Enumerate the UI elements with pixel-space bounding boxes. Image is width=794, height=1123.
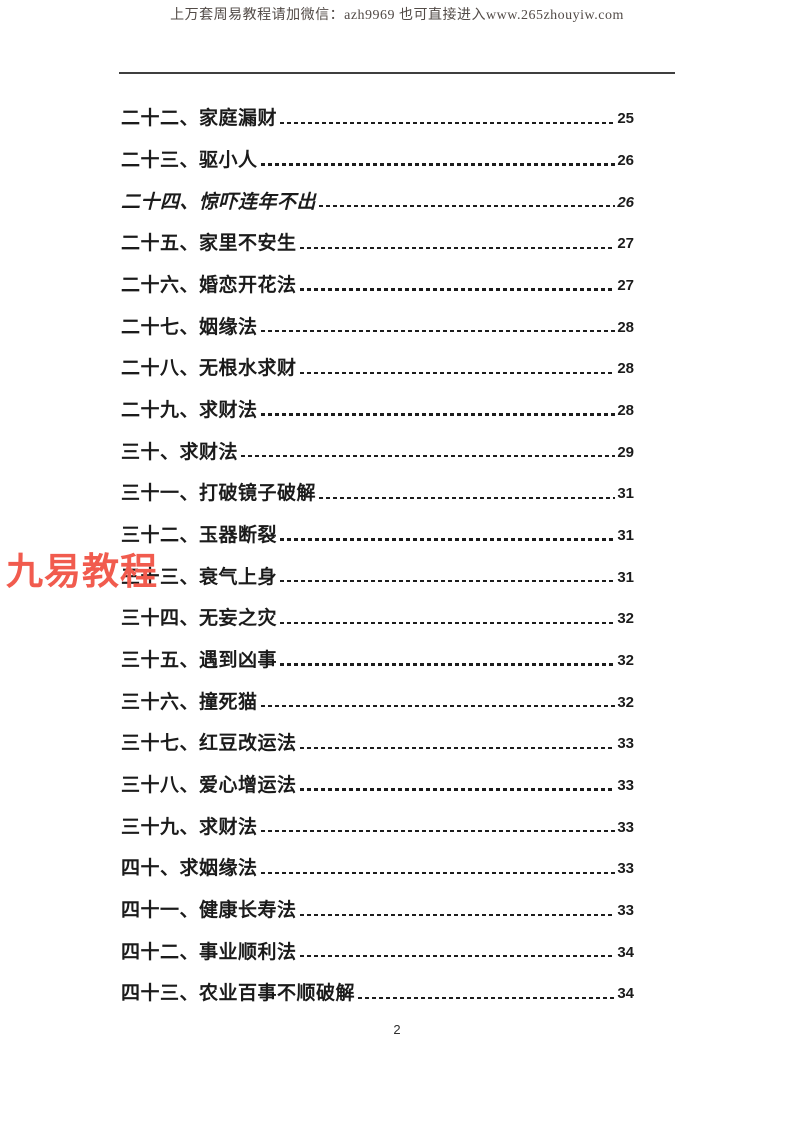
toc-entry-title[interactable]: 二十四、惊吓连年不出 (121, 191, 317, 213)
toc-dash-leader (260, 705, 616, 708)
header-divider-line (119, 72, 675, 74)
toc-entry-page-number[interactable]: 32 (617, 693, 634, 711)
toc-entry-page-number[interactable]: 34 (617, 943, 634, 961)
toc-entry: 二十二、家庭漏财 25 (121, 96, 634, 138)
toc-dash-leader (299, 246, 616, 249)
toc-entry: 四十二、事业顺利法 34 (121, 929, 634, 971)
toc-entry: 三十四、无妄之灾 32 (121, 596, 634, 638)
toc-entry: 二十七、姻缘法 28 (121, 304, 634, 346)
toc-entry-title[interactable]: 三十八、爱心增运法 (121, 775, 297, 797)
toc-entry-title[interactable]: 二十九、求财法 (121, 400, 258, 422)
toc-entry: 二十四、惊吓连年不出 26 (121, 179, 634, 221)
toc-dash-leader (260, 830, 616, 833)
toc-dash-leader (319, 205, 616, 208)
toc-entry-title[interactable]: 二十六、婚恋开花法 (121, 275, 297, 297)
toc-entry: 三十九、求财法 33 (121, 804, 634, 846)
toc-dash-leader (299, 288, 616, 291)
toc-entry-title[interactable]: 四十一、健康长寿法 (121, 900, 297, 922)
toc-entry: 三十一、打破镜子破解 31 (121, 471, 634, 513)
toc-entry-title[interactable]: 三十七、红豆改运法 (121, 733, 297, 755)
toc-entry-page-number[interactable]: 33 (617, 860, 634, 878)
toc-entry-page-number[interactable]: 27 (617, 277, 634, 295)
toc-dash-leader (260, 871, 616, 875)
toc-entry-title[interactable]: 二十二、家庭漏财 (121, 108, 278, 130)
toc-dash-leader (280, 621, 616, 624)
toc-dash-leader (299, 913, 616, 916)
toc-entry: 二十六、婚恋开花法 27 (121, 263, 634, 305)
toc-dash-leader (260, 413, 616, 416)
toc-entry-page-number[interactable]: 31 (617, 485, 634, 503)
toc-dash-leader (260, 330, 616, 333)
toc-entry-title[interactable]: 三十三、衰气上身 (121, 566, 278, 588)
toc-dash-leader (299, 955, 616, 958)
watermark-logo-text: 九易教程 (6, 551, 158, 592)
toc-entry-page-number[interactable]: 28 (617, 402, 634, 420)
table-of-contents: 二十二、家庭漏财 25 二十三、驱小人 26 二十四、惊吓连年不出 26 二十五… (121, 96, 634, 1013)
toc-dash-leader (319, 496, 616, 499)
toc-dash-leader (299, 788, 616, 791)
toc-entry: 三十五、遇到凶事 32 (121, 638, 634, 680)
toc-entry: 四十一、健康长寿法 33 (121, 888, 634, 930)
toc-entry-title[interactable]: 三十一、打破镜子破解 (121, 483, 317, 505)
page-number: 2 (393, 1022, 401, 1037)
toc-dash-leader (280, 121, 616, 124)
toc-entry: 三十八、爱心增运法 33 (121, 763, 634, 805)
toc-entry: 三十、求财法 29 (121, 429, 634, 471)
toc-entry: 二十八、无根水求财 28 (121, 346, 634, 388)
toc-entry: 四十三、农业百事不顺破解 34 (121, 971, 634, 1013)
toc-entry-page-number[interactable]: 34 (617, 985, 634, 1003)
toc-entry-page-number[interactable]: 33 (617, 902, 634, 920)
toc-entry-page-number[interactable]: 27 (617, 235, 634, 253)
toc-dash-leader (280, 580, 616, 583)
toc-entry-page-number[interactable]: 33 (617, 735, 634, 753)
toc-dash-leader (299, 746, 616, 749)
toc-entry-page-number[interactable]: 31 (617, 527, 634, 545)
toc-dash-leader (241, 455, 616, 458)
toc-entry-title[interactable]: 三十二、玉器断裂 (121, 525, 278, 547)
toc-dash-leader (358, 996, 616, 1000)
toc-entry-page-number[interactable]: 29 (617, 443, 634, 461)
toc-entry-title[interactable]: 三十五、遇到凶事 (121, 650, 278, 672)
toc-entry-title[interactable]: 二十三、驱小人 (121, 150, 258, 171)
toc-entry-title[interactable]: 三十、求财法 (121, 441, 239, 463)
toc-entry-page-number[interactable]: 26 (617, 152, 634, 169)
top-ad-banner-text: 上万套周易教程请加微信：azh9969 也可直接进入www.265zhouyiw… (170, 8, 624, 23)
toc-entry-title[interactable]: 三十六、撞死猫 (121, 691, 258, 713)
toc-entry: 二十五、家里不安生 27 (121, 221, 634, 263)
toc-entry-page-number[interactable]: 33 (617, 818, 634, 836)
toc-dash-leader (280, 663, 616, 666)
toc-entry-title[interactable]: 三十九、求财法 (121, 816, 258, 838)
toc-entry-title[interactable]: 二十七、姻缘法 (121, 316, 258, 338)
toc-entry: 二十三、驱小人 26 (121, 138, 634, 180)
toc-entry: 三十三、衰气上身 31 (121, 554, 634, 596)
toc-entry-page-number[interactable]: 26 (617, 193, 634, 211)
toc-entry-title[interactable]: 二十八、无根水求财 (121, 358, 297, 380)
toc-entry-page-number[interactable]: 25 (617, 110, 634, 128)
toc-entry-title[interactable]: 四十、求姻缘法 (121, 858, 258, 880)
toc-dash-leader (299, 371, 616, 374)
toc-entry-title[interactable]: 三十四、无妄之灾 (121, 608, 278, 630)
toc-entry-page-number[interactable]: 28 (617, 360, 634, 378)
toc-dash-leader (260, 163, 616, 166)
toc-entry: 三十七、红豆改运法 33 (121, 721, 634, 763)
toc-entry: 四十、求姻缘法 33 (121, 846, 634, 888)
toc-entry-page-number[interactable]: 31 (617, 568, 634, 586)
toc-entry-title[interactable]: 四十二、事业顺利法 (121, 941, 297, 963)
toc-entry-page-number[interactable]: 32 (617, 610, 634, 628)
toc-entry: 三十二、玉器断裂 31 (121, 513, 634, 555)
toc-entry-title[interactable]: 二十五、家里不安生 (121, 233, 297, 255)
toc-entry: 二十九、求财法 28 (121, 388, 634, 430)
toc-entry-page-number[interactable]: 33 (617, 777, 634, 795)
toc-entry: 三十六、撞死猫 32 (121, 679, 634, 721)
toc-dash-leader (280, 538, 616, 541)
toc-entry-title[interactable]: 四十三、农业百事不顺破解 (121, 983, 356, 1005)
toc-entry-page-number[interactable]: 32 (617, 652, 634, 670)
toc-entry-page-number[interactable]: 28 (617, 318, 634, 336)
